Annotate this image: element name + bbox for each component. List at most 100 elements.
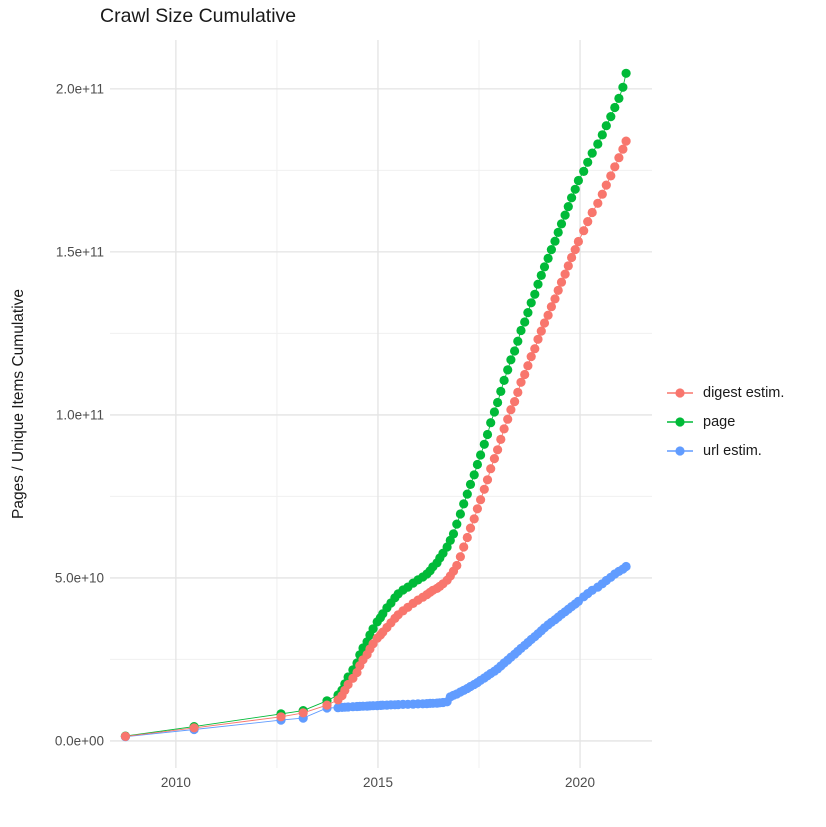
data-point [368, 624, 378, 634]
data-point [526, 352, 536, 362]
data-point [560, 210, 570, 220]
data-point [563, 261, 573, 271]
data-point [506, 405, 516, 415]
legend-label: digest estim. [703, 384, 785, 401]
data-point [560, 269, 570, 279]
legend-label: page [703, 413, 736, 430]
data-point [496, 434, 506, 444]
data-point [614, 153, 624, 163]
data-point [452, 560, 462, 571]
data-point [567, 252, 577, 263]
x-axis-tick-label: 2020 [565, 775, 595, 790]
data-point [489, 407, 499, 417]
data-point [539, 262, 550, 272]
y-axis-labels: 0.0e+00 5.0e+10 1.0e+11 1.5e+11 2.0e+11 [55, 81, 104, 748]
data-point [536, 326, 546, 336]
data-point [343, 679, 353, 690]
data-point [476, 495, 486, 505]
data-point [459, 499, 469, 509]
data-point [482, 475, 493, 485]
legend-key-marker [667, 445, 693, 456]
data-point [593, 198, 603, 208]
data-point [597, 130, 607, 140]
data-point [614, 93, 624, 103]
data-point [556, 219, 567, 229]
data-point [618, 144, 628, 154]
data-point [610, 162, 620, 172]
data-point [455, 552, 465, 562]
legend-label: url estim. [703, 442, 762, 459]
data-point [506, 355, 516, 365]
data-point [601, 180, 611, 190]
data-point [455, 509, 465, 519]
grid-minor [110, 40, 652, 768]
data-point [503, 414, 513, 424]
data-point [587, 207, 597, 218]
data-point [465, 523, 476, 533]
data-point [530, 344, 540, 354]
data-point [472, 459, 482, 470]
data-point [550, 236, 560, 246]
data-point [479, 439, 489, 449]
data-point [543, 310, 553, 320]
legend-key-marker [667, 416, 693, 427]
data-point [489, 454, 499, 464]
data-point [567, 193, 577, 203]
data-point [472, 504, 482, 514]
data-point [587, 148, 597, 158]
data-point [513, 387, 523, 397]
data-point [486, 418, 496, 428]
data-point [469, 514, 479, 524]
data-point [465, 479, 476, 489]
data-point [352, 667, 362, 678]
data-point [516, 377, 526, 387]
legend-item-digest-estim: digest estim. [666, 378, 784, 407]
data-point [513, 336, 523, 346]
data-point [189, 723, 199, 733]
data-point [482, 429, 493, 440]
data-point [543, 253, 553, 263]
data-point [509, 397, 520, 407]
data-point [606, 112, 616, 122]
data-point [570, 245, 580, 255]
data-point [493, 445, 503, 455]
data-point [523, 308, 533, 318]
legend-item-page: page [666, 407, 784, 436]
data-point [556, 277, 567, 287]
data-point [120, 731, 130, 742]
data-point [499, 424, 509, 434]
data-point [573, 175, 584, 186]
x-axis-tick-label: 2015 [363, 775, 393, 790]
legend: digest estim. page url estim. [666, 378, 784, 465]
data-point [298, 708, 308, 718]
chart-title: Crawl Size Cumulative [100, 5, 297, 27]
data-point [606, 171, 616, 181]
data-point [469, 470, 479, 480]
data-point [479, 484, 489, 494]
data-point [593, 139, 603, 149]
data-point [530, 289, 540, 299]
data-point [563, 202, 573, 212]
data-point [546, 302, 557, 312]
data-point [516, 325, 526, 336]
data-point [621, 68, 631, 78]
data-point [579, 226, 589, 236]
data-point [476, 450, 486, 460]
data-point [509, 346, 520, 356]
y-axis-tick-label: 1.5e+11 [56, 244, 104, 259]
data-point [546, 245, 557, 255]
data-point [579, 166, 589, 176]
data-point [496, 386, 506, 396]
data-point [610, 102, 620, 113]
data-point [486, 464, 496, 474]
data-point [573, 236, 584, 247]
y-axis-tick-label: 2.0e+11 [56, 81, 104, 96]
data-point [550, 294, 560, 304]
data-point [533, 279, 543, 289]
data-point [520, 317, 530, 327]
y-axis-tick-label: 0.0e+00 [55, 733, 104, 748]
data-point [448, 529, 459, 539]
data-point [499, 375, 509, 385]
data-point [583, 157, 593, 167]
data-point [553, 285, 563, 295]
